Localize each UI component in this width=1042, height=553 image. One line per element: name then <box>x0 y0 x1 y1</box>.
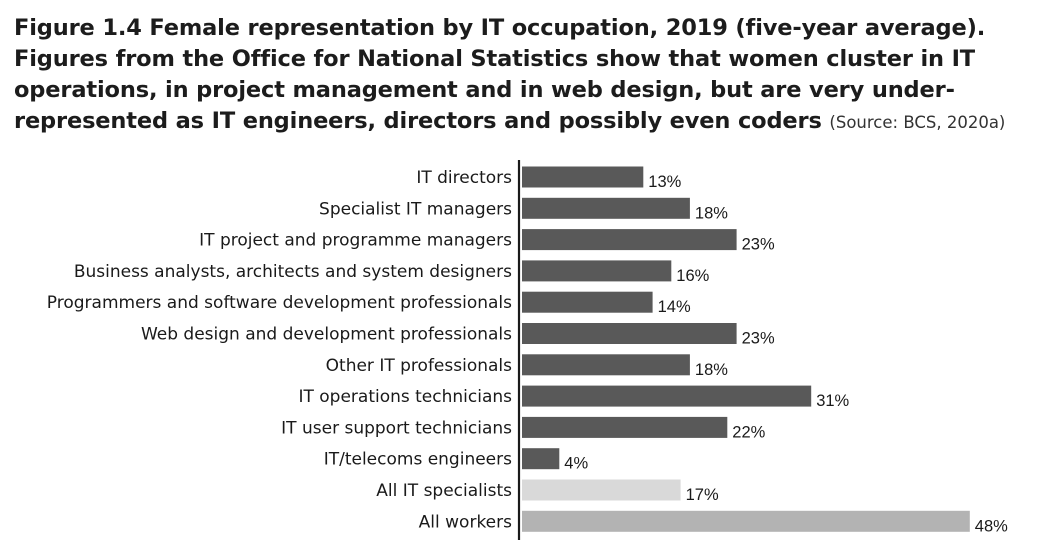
category-label: IT directors <box>416 168 512 188</box>
value-label: 16% <box>676 267 709 285</box>
category-label: Programmers and software development pro… <box>47 293 512 313</box>
value-label: 22% <box>732 423 765 441</box>
bars-group <box>522 166 970 532</box>
value-labels-group: 13% 18% 23% 16% 14% 23% 18% 31% 22% 4% 17% 48% <box>564 173 1008 535</box>
category-label: Web design and development professionals <box>141 325 512 345</box>
figure-source: (Source: BCS, 2020a) <box>829 113 1006 132</box>
bar-web-design-and-development-professionals <box>522 323 737 344</box>
value-label: 13% <box>648 173 681 191</box>
category-label: All workers <box>419 512 512 532</box>
category-label: Specialist IT managers <box>319 199 512 219</box>
value-label: 18% <box>695 361 728 379</box>
category-label: Business analysts, architects and system… <box>74 262 512 282</box>
value-label: 31% <box>816 392 849 410</box>
bar-it-telecoms-engineers <box>522 448 560 470</box>
category-label: IT user support technicians <box>281 418 512 438</box>
bar-it-operations-technicians <box>522 385 812 407</box>
figure-caption: Figure 1.4 Female representation by IT o… <box>14 13 1034 138</box>
category-labels-group: IT directors Specialist IT managers IT pro… <box>47 168 512 532</box>
value-label: 48% <box>975 517 1008 535</box>
value-label: 23% <box>742 330 775 348</box>
value-label: 17% <box>686 486 719 504</box>
bar-all-workers <box>522 510 970 532</box>
value-label: 18% <box>695 204 728 222</box>
category-label: IT operations technicians <box>298 387 512 407</box>
value-label: 4% <box>564 455 588 473</box>
bar-all-it-specialists <box>522 479 681 501</box>
category-label: All IT specialists <box>376 481 512 501</box>
bar-it-project-and-programme-managers <box>522 229 737 251</box>
bar-it-directors <box>522 166 644 188</box>
category-label: IT/telecoms engineers <box>324 450 512 470</box>
bar-business-analysts-architects-and-system-designers <box>522 260 672 282</box>
bar-it-user-support-technicians <box>522 416 728 438</box>
bar-specialist-it-managers <box>522 197 690 219</box>
bar-other-it-professionals <box>522 354 690 376</box>
value-label: 14% <box>658 298 691 316</box>
bar-programmers-and-software-development-professionals <box>522 291 653 313</box>
figure-title: Figure 1.4 Female representation by IT o… <box>14 15 986 134</box>
category-label: Other IT professionals <box>326 356 512 376</box>
category-label: IT project and programme managers <box>199 231 512 251</box>
value-label: 23% <box>742 236 775 254</box>
